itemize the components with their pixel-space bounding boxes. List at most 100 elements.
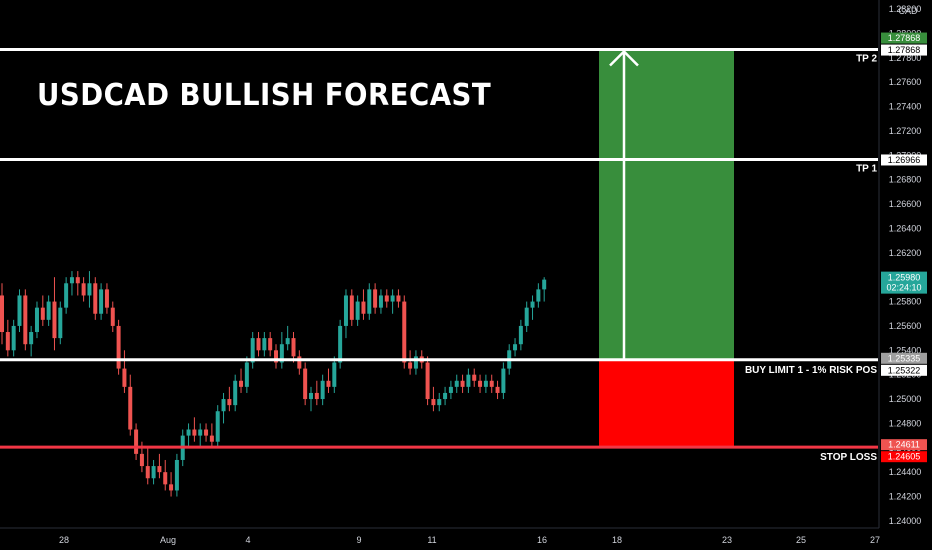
candle-body bbox=[355, 301, 360, 320]
candle-body bbox=[75, 277, 80, 284]
candle bbox=[396, 289, 401, 308]
candle-body bbox=[174, 459, 179, 491]
candle bbox=[443, 386, 448, 406]
candle-body bbox=[443, 392, 448, 400]
candle-body bbox=[239, 380, 244, 387]
candle-body bbox=[408, 362, 413, 369]
candle-body bbox=[151, 466, 156, 479]
candle-body bbox=[204, 429, 209, 436]
candle-body bbox=[279, 344, 284, 363]
time-tick-label: 11 bbox=[427, 535, 436, 545]
candle bbox=[163, 459, 168, 491]
candle-body bbox=[378, 295, 383, 308]
candle bbox=[233, 374, 238, 412]
candle-body bbox=[52, 301, 57, 339]
candle-body bbox=[402, 301, 407, 363]
candle-body bbox=[425, 362, 430, 400]
candle-body bbox=[542, 279, 547, 290]
candle-body bbox=[431, 399, 436, 406]
price-tick-label: 1.27200 bbox=[889, 126, 922, 136]
candle-body bbox=[157, 466, 162, 473]
time-axis[interactable]: 28 Aug 4 9 11 16 18 23 25 27 bbox=[59, 535, 880, 545]
candle-body bbox=[285, 338, 290, 345]
candle bbox=[58, 301, 63, 345]
candle bbox=[34, 301, 39, 339]
time-tick-label: 18 bbox=[612, 535, 622, 545]
svg-text:1.24605: 1.24605 bbox=[888, 452, 921, 462]
profit-zone bbox=[599, 49, 734, 360]
candle-body bbox=[513, 344, 518, 351]
candle-body bbox=[104, 289, 109, 308]
candle-body bbox=[274, 350, 279, 363]
candle-body bbox=[215, 411, 220, 442]
svg-text:1.25980: 1.25980 bbox=[888, 273, 921, 283]
candle bbox=[268, 332, 273, 357]
candle bbox=[431, 386, 436, 412]
candle-body bbox=[23, 295, 28, 345]
candle-body bbox=[343, 295, 348, 326]
candle bbox=[274, 344, 279, 369]
candle bbox=[408, 350, 413, 375]
candle bbox=[262, 332, 267, 357]
candle bbox=[145, 447, 150, 485]
candle bbox=[303, 362, 308, 406]
svg-text:1.25322: 1.25322 bbox=[888, 365, 921, 375]
candle-body bbox=[0, 295, 4, 333]
price-tick-label: 1.27400 bbox=[889, 102, 922, 112]
candle bbox=[384, 289, 389, 308]
candle bbox=[326, 368, 331, 393]
price-tick-label: 1.25800 bbox=[889, 297, 922, 307]
candle bbox=[349, 289, 354, 326]
tp2-price-tag: 1.27868 1.27868 bbox=[881, 32, 927, 56]
candle bbox=[17, 289, 22, 333]
svg-text:1.27868: 1.27868 bbox=[888, 33, 921, 43]
candle bbox=[472, 368, 477, 387]
last-price-tag: 1.25980 02:24:10 bbox=[881, 271, 927, 294]
candle-body bbox=[64, 283, 69, 308]
candle-body bbox=[11, 325, 16, 351]
candle-body bbox=[163, 472, 168, 485]
candle-body bbox=[128, 386, 133, 430]
candle bbox=[373, 283, 378, 314]
candle bbox=[437, 392, 442, 412]
candle-body bbox=[373, 289, 378, 308]
candle bbox=[5, 319, 10, 357]
candle bbox=[46, 295, 51, 326]
candle-body bbox=[69, 277, 74, 284]
candle-body bbox=[81, 283, 86, 296]
price-tick-label: 1.24800 bbox=[889, 418, 922, 428]
candle bbox=[314, 380, 319, 406]
candle-body bbox=[122, 368, 127, 387]
candle bbox=[250, 332, 255, 369]
candle bbox=[448, 380, 453, 400]
candle-body bbox=[413, 356, 418, 369]
candle bbox=[99, 283, 104, 320]
candle-body bbox=[227, 399, 232, 406]
candle-body bbox=[460, 380, 465, 387]
tp1-label: TP 1 bbox=[856, 163, 877, 174]
candle bbox=[489, 374, 494, 393]
chart-title: USDCAD BULLISH FORECAST bbox=[37, 78, 492, 113]
time-tick-label: 16 bbox=[537, 535, 547, 545]
candle-body bbox=[314, 392, 319, 400]
candle bbox=[69, 271, 74, 296]
candle bbox=[186, 423, 191, 448]
candle bbox=[308, 386, 313, 412]
candle bbox=[244, 356, 249, 393]
candle-body bbox=[483, 380, 488, 387]
candle bbox=[227, 386, 232, 412]
candle bbox=[425, 356, 430, 406]
price-axis[interactable]: 1.282001.280001.278001.276001.274001.272… bbox=[889, 4, 922, 526]
candle bbox=[169, 472, 174, 497]
candle bbox=[151, 459, 156, 485]
time-tick-label: 4 bbox=[245, 535, 250, 545]
tp2-label: TP 2 bbox=[856, 54, 877, 65]
candle-body bbox=[250, 338, 255, 363]
candle-body bbox=[221, 399, 226, 412]
candle-body bbox=[87, 283, 92, 296]
candle bbox=[128, 374, 133, 436]
candle bbox=[478, 374, 483, 393]
candle-body bbox=[297, 356, 302, 369]
candle-body bbox=[5, 332, 10, 351]
